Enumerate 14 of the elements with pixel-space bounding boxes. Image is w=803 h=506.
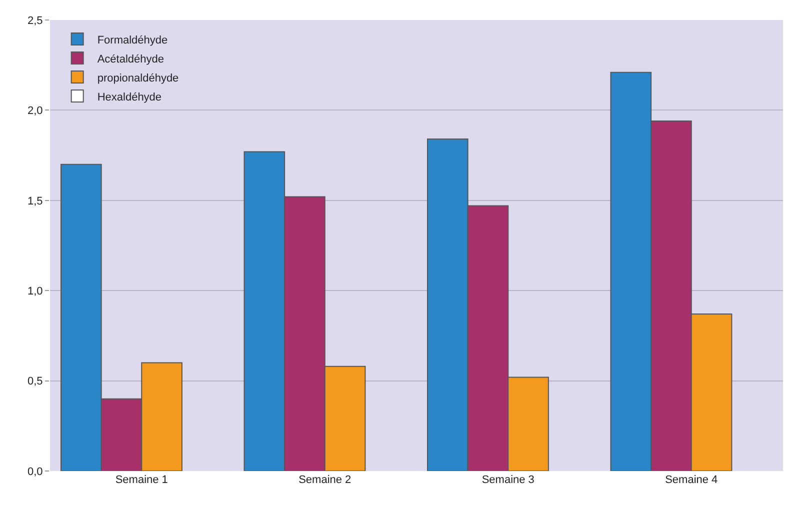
x-tick-label: Semaine 3 bbox=[482, 474, 534, 486]
x-tick-label: Semaine 4 bbox=[665, 474, 718, 486]
legend-label: Hexaldéhyde bbox=[97, 91, 162, 104]
y-tick-label: 1,5 bbox=[28, 195, 43, 208]
legend-label: propionaldéhyde bbox=[97, 72, 179, 84]
legend-label: Formaldéhyde bbox=[97, 34, 168, 46]
y-tick-label: 2,5 bbox=[28, 14, 43, 27]
y-tick-label: 0,0 bbox=[28, 466, 43, 478]
legend-label: Acétaldéhyde bbox=[97, 53, 164, 66]
y-tick-label: 0,5 bbox=[28, 376, 43, 388]
x-tick-label: Semaine 1 bbox=[115, 474, 168, 486]
y-tick-label: 1,0 bbox=[28, 285, 43, 298]
y-tick-label: 2,0 bbox=[28, 105, 43, 118]
x-tick-label: Semaine 2 bbox=[298, 474, 352, 486]
